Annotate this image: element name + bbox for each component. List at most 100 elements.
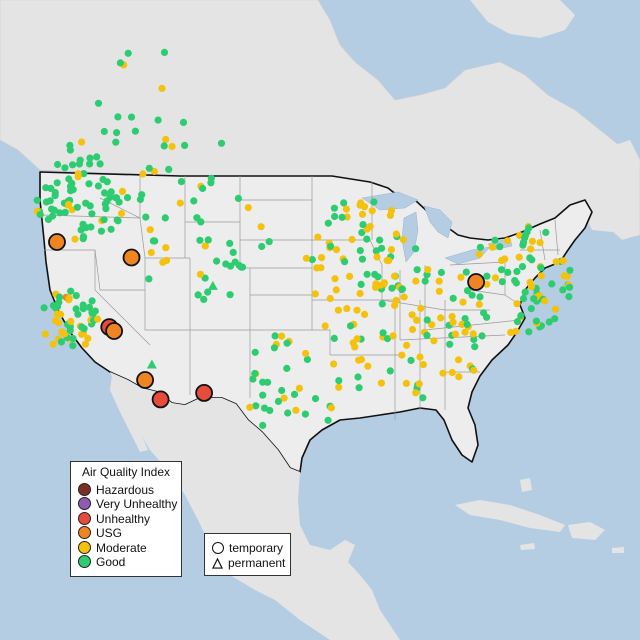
monitor-dot[interactable] bbox=[417, 304, 425, 312]
monitor-dot[interactable] bbox=[331, 212, 339, 221]
monitor-dot[interactable] bbox=[53, 310, 62, 318]
monitor-dot[interactable] bbox=[54, 319, 63, 327]
monitor-dot[interactable] bbox=[338, 213, 346, 221]
monitor-dot[interactable] bbox=[361, 310, 369, 318]
monitor-dot[interactable] bbox=[330, 360, 338, 368]
monitor-dot[interactable] bbox=[449, 294, 457, 302]
monitor-dot[interactable] bbox=[94, 315, 102, 323]
monitor-dot[interactable] bbox=[257, 223, 265, 231]
monitor-dot[interactable] bbox=[160, 142, 168, 150]
monitor-dot[interactable] bbox=[454, 356, 463, 364]
monitor-dot[interactable] bbox=[391, 301, 399, 309]
monitor-markers[interactable] bbox=[33, 48, 574, 429]
monitor-dot[interactable] bbox=[85, 303, 93, 311]
monitor-dot[interactable] bbox=[399, 236, 407, 244]
monitor-dot[interactable] bbox=[199, 184, 207, 193]
monitor-dot[interactable] bbox=[423, 316, 431, 324]
monitor-dot[interactable] bbox=[446, 340, 454, 348]
monitor-dot[interactable] bbox=[196, 270, 204, 278]
monitor-dot[interactable] bbox=[196, 236, 204, 244]
monitor-dot[interactable] bbox=[457, 273, 465, 281]
high-aqi-marker[interactable] bbox=[122, 248, 141, 267]
monitor-dot[interactable] bbox=[419, 394, 427, 402]
monitor-dot[interactable] bbox=[88, 309, 96, 317]
monitor-dot[interactable] bbox=[448, 368, 456, 377]
monitor-dot[interactable] bbox=[488, 243, 496, 251]
monitor-dot[interactable] bbox=[378, 300, 386, 308]
monitor-dot[interactable] bbox=[149, 237, 157, 245]
monitor-dot[interactable] bbox=[412, 389, 420, 397]
monitor-dot[interactable] bbox=[100, 127, 108, 136]
monitor-dot[interactable] bbox=[57, 338, 65, 346]
monitor-dot[interactable] bbox=[341, 258, 349, 266]
monitor-dot[interactable] bbox=[430, 337, 438, 345]
monitor-dot[interactable] bbox=[116, 59, 124, 67]
monitor-dot[interactable] bbox=[346, 322, 355, 330]
monitor-dot[interactable] bbox=[364, 362, 372, 370]
monitor-dot[interactable] bbox=[387, 246, 395, 254]
monitor-dot[interactable] bbox=[93, 153, 101, 161]
permanent-monitor-marker[interactable] bbox=[146, 359, 157, 369]
monitor-dot[interactable] bbox=[80, 170, 88, 178]
monitor-dot[interactable] bbox=[332, 246, 341, 254]
monitor-dot[interactable] bbox=[439, 369, 447, 377]
monitor-dot[interactable] bbox=[290, 390, 299, 398]
monitor-dot[interactable] bbox=[207, 174, 215, 182]
monitor-dot[interactable] bbox=[79, 305, 87, 313]
monitor-dot[interactable] bbox=[379, 329, 387, 337]
monitor-dot[interactable] bbox=[358, 210, 367, 218]
monitor-dot[interactable] bbox=[424, 266, 432, 274]
monitor-dot[interactable] bbox=[321, 322, 329, 330]
monitor-dot[interactable] bbox=[435, 287, 443, 295]
monitor-dot[interactable] bbox=[190, 197, 198, 205]
monitor-dot[interactable] bbox=[258, 242, 266, 251]
monitor-dot[interactable] bbox=[40, 304, 48, 312]
monitor-dot[interactable] bbox=[158, 84, 166, 92]
monitor-dot[interactable] bbox=[459, 298, 467, 306]
monitor-dot[interactable] bbox=[301, 410, 309, 418]
monitor-dot[interactable] bbox=[271, 332, 279, 340]
monitor-dot[interactable] bbox=[69, 334, 77, 343]
monitor-dot[interactable] bbox=[112, 138, 120, 146]
monitor-dot[interactable] bbox=[94, 182, 102, 190]
monitor-dot[interactable] bbox=[260, 404, 269, 412]
monitor-dot[interactable] bbox=[552, 258, 560, 266]
monitor-dot[interactable] bbox=[383, 335, 392, 343]
high-aqi-marker[interactable] bbox=[151, 390, 170, 409]
monitor-dot[interactable] bbox=[455, 373, 463, 381]
monitor-dot[interactable] bbox=[566, 283, 574, 291]
monitor-dot[interactable] bbox=[61, 208, 69, 216]
monitor-dot[interactable] bbox=[463, 287, 472, 295]
monitor-dot[interactable] bbox=[302, 349, 310, 358]
monitor-dot[interactable] bbox=[71, 235, 79, 243]
monitor-dot[interactable] bbox=[391, 272, 399, 280]
monitor-dot[interactable] bbox=[515, 253, 523, 261]
monitor-dot[interactable] bbox=[413, 266, 421, 274]
monitor-dot[interactable] bbox=[102, 205, 110, 213]
monitor-dot[interactable] bbox=[308, 256, 316, 264]
monitor-dot[interactable] bbox=[373, 253, 381, 261]
monitor-dot[interactable] bbox=[326, 294, 334, 303]
monitor-dot[interactable] bbox=[251, 369, 259, 378]
monitor-dot[interactable] bbox=[278, 332, 286, 340]
monitor-dot[interactable] bbox=[280, 394, 288, 402]
monitor-dot[interactable] bbox=[334, 306, 342, 314]
monitor-dot[interactable] bbox=[244, 204, 252, 212]
monitor-dot[interactable] bbox=[504, 268, 512, 276]
monitor-dot[interactable] bbox=[512, 279, 521, 287]
monitor-dot[interactable] bbox=[475, 300, 483, 308]
monitor-dot[interactable] bbox=[88, 297, 96, 305]
monitor-dot[interactable] bbox=[65, 294, 73, 302]
monitor-dot[interactable] bbox=[519, 295, 528, 303]
high-aqi-markers[interactable] bbox=[48, 233, 486, 409]
monitor-dot[interactable] bbox=[327, 404, 335, 412]
monitor-dot[interactable] bbox=[94, 99, 103, 107]
monitor-dot[interactable] bbox=[483, 280, 491, 288]
monitor-dot[interactable] bbox=[478, 332, 486, 340]
monitor-dot[interactable] bbox=[528, 237, 537, 245]
monitor-dot[interactable] bbox=[81, 340, 90, 348]
monitor-dot[interactable] bbox=[351, 343, 359, 351]
monitor-dot[interactable] bbox=[201, 242, 209, 250]
monitor-dot[interactable] bbox=[147, 248, 155, 257]
monitor-dot[interactable] bbox=[118, 187, 127, 195]
